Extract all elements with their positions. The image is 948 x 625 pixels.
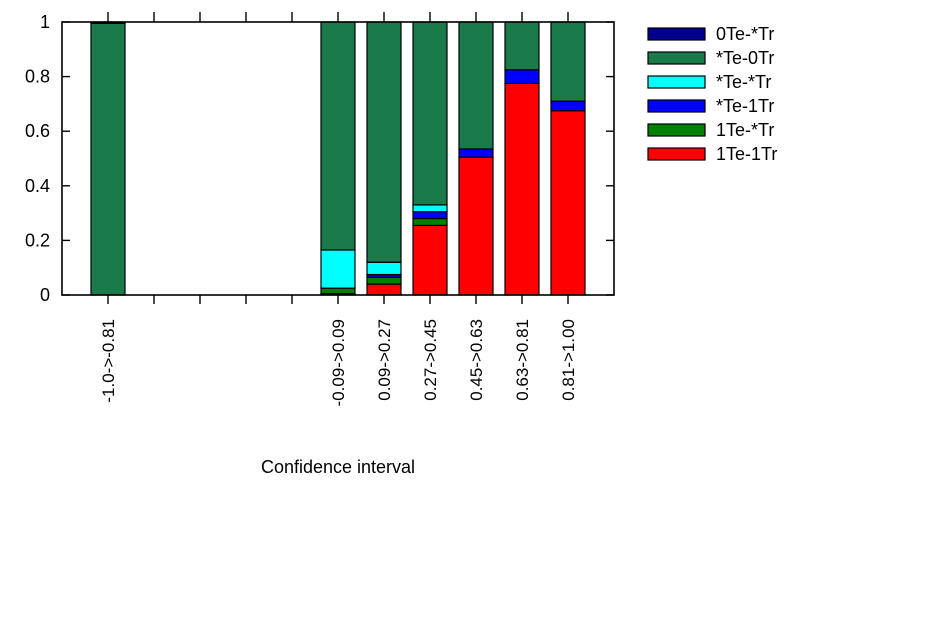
bar-segment-TeTr-6 [366,261,402,276]
bar-segment-1Te1Tr-8 [458,156,494,296]
bar-segment-Te0Tr-0 [90,22,126,296]
y-tick-label: 1 [40,12,50,32]
x-category-labels: -1.0->-0.81 -0.09->0.09 0.09->0.27 0.27->0.… [99,319,578,406]
legend-label: *Te-1Tr [716,96,774,116]
y-tick-label: 0.8 [25,67,50,87]
bar-segment-Te0Tr-9 [504,21,540,71]
x-category-label: 0.81->1.00 [559,319,578,401]
x-category-label: 0.27->0.45 [421,319,440,401]
legend-swatch [647,51,706,65]
legend-swatch [647,99,706,113]
plot-frame [61,21,615,296]
bar-segment-Te1Tr-10 [550,100,586,112]
bar-segment-TeTr-5 [320,249,356,289]
legend-label: *Te-*Tr [716,72,771,92]
x-category-label: 0.63->0.81 [513,319,532,401]
legend-label: *Te-0Tr [716,48,774,68]
bar-segment-Te1Tr-9 [504,69,540,85]
bar-segment-Te0Tr-10 [550,21,586,102]
bar-segment-Te0Tr-6 [366,21,402,263]
legend-label: 1Te-1Tr [716,144,777,164]
bar-segment-TeTr-7 [412,204,448,213]
x-category-label: 0.09->0.27 [375,319,394,401]
y-tick-label: 0 [40,285,50,305]
bar-segment-1TeTr-5 [320,287,356,295]
legend-swatch [647,27,706,41]
x-axis-title: Confidence interval [261,457,415,477]
bar-segment-1TeTr-6 [366,276,402,285]
x-category-label: 0.45->0.63 [467,319,486,401]
legend-swatch [647,123,706,137]
y-tick-labels: 0 0.2 0.4 0.6 0.8 1 [25,12,50,305]
legend-label: 1Te-*Tr [716,120,774,140]
bar-segment-1Te1Tr-6 [366,283,402,296]
bar-segment-1Te1Tr-10 [550,110,586,296]
bar-segment-Te1Tr-7 [412,211,448,220]
legend: 0Te-*Tr *Te-0Tr *Te-*Tr *Te-1Tr 1Te-*Tr 1Te-1… [647,24,777,164]
x-category-label: -1.0->-0.81 [99,319,118,403]
bar-segment-Te1Tr-8 [458,148,494,158]
legend-swatch [647,147,706,161]
bar-segment-1Te1Tr-7 [412,224,448,296]
bar-segment-1Te1Tr-9 [504,82,540,296]
legend-swatch [647,75,706,89]
x-category-label: -0.09->0.09 [329,319,348,406]
y-tick-label: 0.2 [25,230,50,250]
bar-segment-Te0Tr-5 [320,21,356,251]
y-tick-label: 0.4 [25,176,50,196]
bar-segment-1TeTr-7 [412,217,448,226]
bar-segment-Te0Tr-7 [412,21,448,206]
bar-segment-Te0Tr-8 [458,21,494,150]
bars [90,21,586,296]
legend-label: 0Te-*Tr [716,24,774,44]
y-tick-label: 0.6 [25,121,50,141]
